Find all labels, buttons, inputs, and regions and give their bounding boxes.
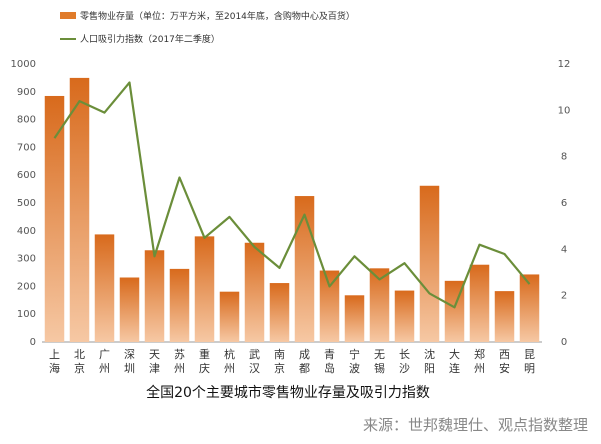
y-left-tick-label: 1000 bbox=[11, 59, 36, 70]
legend-label-stock: 零售物业存量（单位：万平方米，至2014年底，含购物中心及百货） bbox=[80, 10, 355, 22]
bar bbox=[144, 250, 165, 342]
bar bbox=[519, 274, 540, 342]
legend-swatch-stock bbox=[60, 12, 76, 19]
x-tick-label: 武 bbox=[249, 348, 260, 361]
x-tick-label: 宁 bbox=[349, 347, 360, 361]
x-tick-label: 天 bbox=[149, 348, 160, 361]
x-tick-label: 州 bbox=[224, 362, 235, 375]
x-tick-label: 明 bbox=[524, 362, 535, 375]
bar bbox=[94, 234, 115, 342]
x-tick-label: 上 bbox=[49, 348, 60, 361]
bar bbox=[419, 185, 440, 342]
y-left-tick-label: 400 bbox=[17, 226, 36, 237]
x-tick-label: 北 bbox=[74, 348, 85, 361]
attractiveness-line bbox=[53, 81, 531, 309]
x-tick-label: 都 bbox=[299, 362, 310, 375]
x-tick-label: 海 bbox=[49, 361, 60, 375]
x-tick-label: 波 bbox=[349, 362, 360, 375]
y-left-tick-label: 500 bbox=[17, 198, 36, 209]
y-right-tick-label: 0 bbox=[561, 337, 567, 348]
x-tick-label: 昆 bbox=[524, 348, 535, 361]
x-tick-label: 连 bbox=[449, 362, 460, 375]
x-tick-label: 圳 bbox=[124, 362, 135, 375]
x-tick-label: 津 bbox=[149, 362, 160, 375]
bar bbox=[494, 291, 515, 342]
x-tick-label: 西 bbox=[499, 348, 510, 361]
x-tick-label: 无 bbox=[374, 348, 385, 361]
x-tick-label: 汉 bbox=[249, 362, 260, 375]
bar bbox=[244, 242, 265, 342]
x-tick-label: 岛 bbox=[324, 361, 335, 375]
y-left-tick-label: 0 bbox=[30, 337, 36, 348]
x-tick-label: 沙 bbox=[399, 362, 410, 375]
y-left-tick-label: 100 bbox=[17, 309, 36, 320]
bar bbox=[169, 268, 190, 342]
x-tick-label: 杭 bbox=[224, 347, 235, 361]
y-left-tick-label: 300 bbox=[17, 254, 36, 265]
x-tick-label: 苏 bbox=[174, 348, 185, 361]
bar bbox=[469, 264, 490, 342]
x-tick-label: 成 bbox=[299, 348, 310, 361]
y-right-tick-label: 2 bbox=[561, 291, 567, 302]
x-tick-label: 沈 bbox=[424, 347, 435, 361]
bar bbox=[394, 290, 415, 342]
x-tick-label: 京 bbox=[74, 361, 85, 375]
y-right-tick-label: 8 bbox=[561, 152, 567, 163]
x-tick-label: 庆 bbox=[199, 361, 210, 375]
y-left-tick-label: 800 bbox=[17, 115, 36, 126]
x-tick-label: 深 bbox=[124, 348, 135, 361]
bar bbox=[319, 270, 340, 342]
x-tick-label: 重 bbox=[199, 347, 210, 361]
attractiveness-polyline bbox=[53, 81, 531, 309]
y-left-tick-label: 600 bbox=[17, 170, 36, 181]
y-right-tick-label: 10 bbox=[558, 105, 571, 116]
x-tick-label: 州 bbox=[99, 362, 110, 375]
bar bbox=[119, 277, 140, 342]
source-note: 来源：世邦魏理仕、观点指数整理 bbox=[363, 416, 588, 434]
bar bbox=[69, 77, 90, 343]
y-right-tick-label: 12 bbox=[558, 59, 571, 70]
x-tick-label: 京 bbox=[274, 361, 285, 375]
x-tick-label: 南 bbox=[274, 348, 285, 361]
y-right-tick-label: 4 bbox=[561, 244, 567, 255]
x-tick-label: 大 bbox=[449, 347, 460, 361]
bars bbox=[44, 77, 540, 343]
x-tick-label: 州 bbox=[474, 362, 485, 375]
bar bbox=[44, 95, 65, 342]
bar bbox=[294, 196, 315, 342]
legend: 零售物业存量（单位：万平方米，至2014年底，含购物中心及百货） 人口吸引力指数… bbox=[60, 10, 355, 45]
y-right-tick-label: 6 bbox=[561, 198, 567, 209]
x-tick-label: 锡 bbox=[374, 361, 385, 375]
bar bbox=[219, 291, 240, 342]
bar bbox=[369, 268, 390, 342]
bar bbox=[269, 283, 290, 342]
y-left-tick-label: 900 bbox=[17, 87, 36, 98]
chart-title: 全国20个主要城市零售物业存量及吸引力指数 bbox=[146, 384, 430, 401]
x-tick-label: 安 bbox=[499, 361, 510, 375]
bar bbox=[344, 295, 365, 342]
x-tick-label: 州 bbox=[174, 362, 185, 375]
bar bbox=[194, 236, 215, 342]
y-left-tick-label: 700 bbox=[17, 142, 36, 153]
y-left-tick-label: 200 bbox=[17, 281, 36, 292]
x-tick-label: 阳 bbox=[424, 362, 435, 375]
legend-label-attractiveness: 人口吸引力指数（2017年二季度） bbox=[80, 33, 220, 45]
x-tick-label: 长 bbox=[399, 348, 410, 361]
x-tick-label: 广 bbox=[99, 348, 110, 361]
x-tick-label: 青 bbox=[324, 348, 335, 361]
x-tick-label: 郑 bbox=[474, 347, 485, 361]
